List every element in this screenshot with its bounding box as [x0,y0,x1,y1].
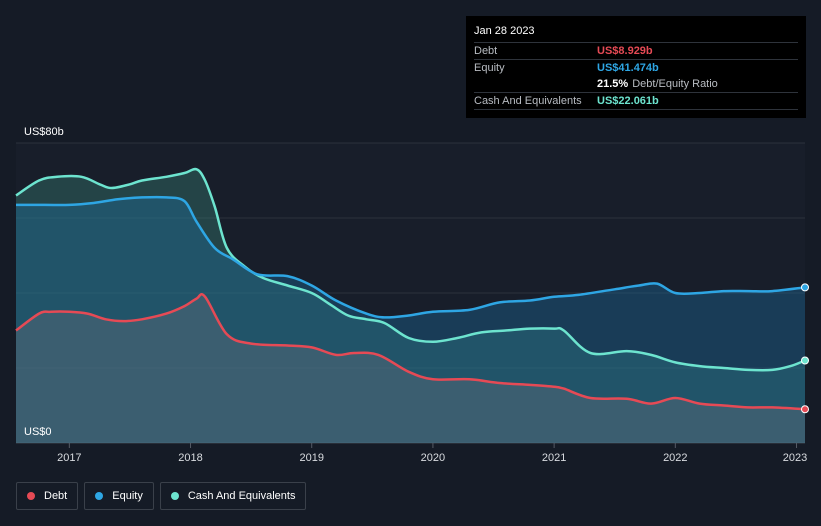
chart-legend: Debt Equity Cash And Equivalents [16,482,307,510]
x-tick-label: 2017 [57,452,81,464]
debt-area [16,294,805,443]
legend-item-equity[interactable]: Equity [84,482,154,510]
tooltip-debt-value: US$8.929b [597,45,653,57]
cash-and-equivalents-line [15,167,806,372]
tooltip-cash-value: US$22.061b [597,95,659,107]
cash-dot-icon [170,492,179,500]
equity-end-marker [801,283,809,292]
legend-item-cash[interactable]: Cash And Equivalents [159,482,307,510]
tooltip-date: Jan 28 2023 [474,25,535,37]
tooltip-ratio-label: Debt/Equity Ratio [632,78,718,90]
series-lines [15,167,806,411]
legend-equity-label: Equity [112,490,143,502]
x-tick-label: 2022 [663,452,687,464]
gridlines [16,142,805,444]
debt-line [15,293,806,411]
y-axis-min-label: US$0 [24,426,52,438]
cash-and-equivalents-end-marker [801,356,809,365]
tooltip-equity-value: US$41.474b [597,62,659,74]
equity-line [16,195,806,319]
series-areas [16,169,805,443]
legend-cash-label: Cash And Equivalents [187,490,296,502]
tooltip-row-ratio: 21.5% Debt/Equity Ratio [474,76,798,92]
tooltip-equity-label: Equity [474,62,505,74]
tooltip-row-debt: Debt US$8.929b [474,42,798,59]
tooltip-row-equity: Equity US$41.474b [474,59,798,76]
x-tick-label: 2020 [421,452,445,464]
tooltip-debt-label: Debt [474,45,498,57]
legend-item-debt[interactable]: Debt [16,482,79,510]
series-end-markers [801,283,809,414]
x-tick-label: 2018 [178,452,202,464]
x-tick-label: 2021 [542,452,566,464]
x-axis-ticks: 2017 2018 2019 2020 2021 2022 2023 [57,443,807,464]
legend-debt-label: Debt [44,490,68,502]
tooltip-panel: Jan 28 2023 Debt US$8.929b Equity US$41.… [466,16,806,118]
x-tick-label: 2023 [783,452,807,464]
cash-and-equivalents-area [16,169,805,443]
y-axis-max-label: US$80b [24,126,64,138]
x-tick-label: 2019 [299,452,323,464]
tooltip-ratio-value: 21.5% [597,78,629,90]
equity-area [16,197,805,443]
debt-end-marker [801,405,809,414]
equity-dot-icon [95,492,104,500]
tooltip-cash-label: Cash And Equivalents [474,95,582,107]
tooltip-row-cash: Cash And Equivalents US$22.061b [474,92,798,109]
debt-dot-icon [27,492,35,500]
